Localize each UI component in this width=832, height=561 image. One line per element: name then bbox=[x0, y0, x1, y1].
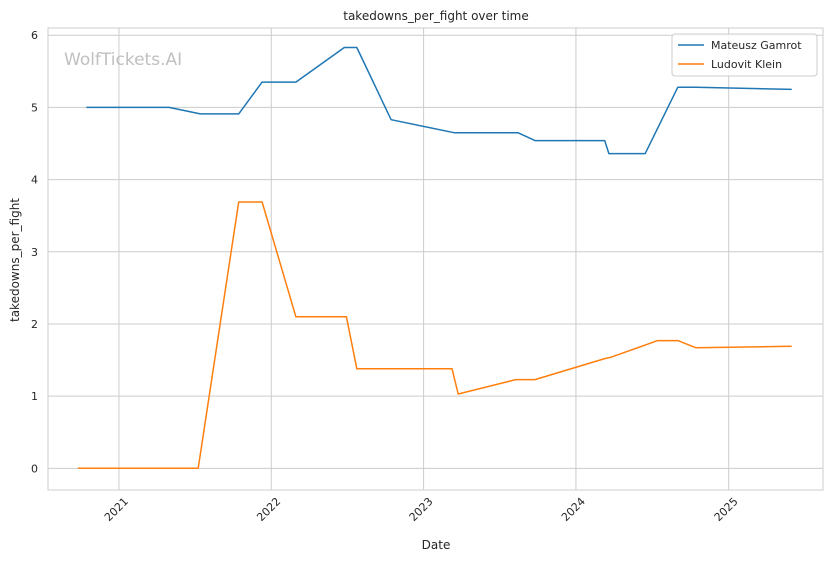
y-tick-label: 5 bbox=[31, 101, 38, 114]
watermark: WolfTickets.AI bbox=[64, 50, 182, 70]
y-tick-label: 2 bbox=[31, 318, 38, 331]
y-axis-title: takedowns_per_fight bbox=[8, 198, 22, 322]
x-tick-label: 2023 bbox=[407, 495, 436, 524]
y-tick-label: 6 bbox=[31, 29, 38, 42]
x-axis-title: Date bbox=[422, 538, 451, 552]
x-tick-label: 2025 bbox=[712, 495, 741, 524]
x-axis-ticks: 2021 2022 2023 2024 2025 bbox=[102, 495, 741, 524]
legend: Mateusz Gamrot Ludovit Klein bbox=[671, 33, 818, 77]
y-axis-ticks: 0 1 2 3 4 5 6 bbox=[31, 29, 38, 475]
y-tick-label: 4 bbox=[31, 174, 38, 187]
plot-area-frame bbox=[47, 27, 824, 491]
chart-title: takedowns_per_fight over time bbox=[343, 9, 529, 23]
x-tick-label: 2022 bbox=[254, 495, 283, 524]
legend-label-mateusz-gamrot: Mateusz Gamrot bbox=[711, 39, 802, 52]
y-tick-label: 1 bbox=[31, 390, 38, 403]
x-tick-label: 2021 bbox=[102, 495, 131, 524]
y-tick-label: 0 bbox=[31, 462, 38, 475]
series-layer bbox=[78, 46, 792, 470]
legend-box bbox=[671, 33, 818, 77]
legend-label-ludovit-klein: Ludovit Klein bbox=[711, 58, 782, 71]
grid-lines bbox=[48, 28, 823, 490]
series-line-mateusz-gamrot bbox=[86, 46, 792, 155]
series-line-ludovit-klein bbox=[78, 201, 792, 470]
x-tick-label: 2024 bbox=[559, 495, 588, 524]
y-tick-label: 3 bbox=[31, 246, 38, 259]
